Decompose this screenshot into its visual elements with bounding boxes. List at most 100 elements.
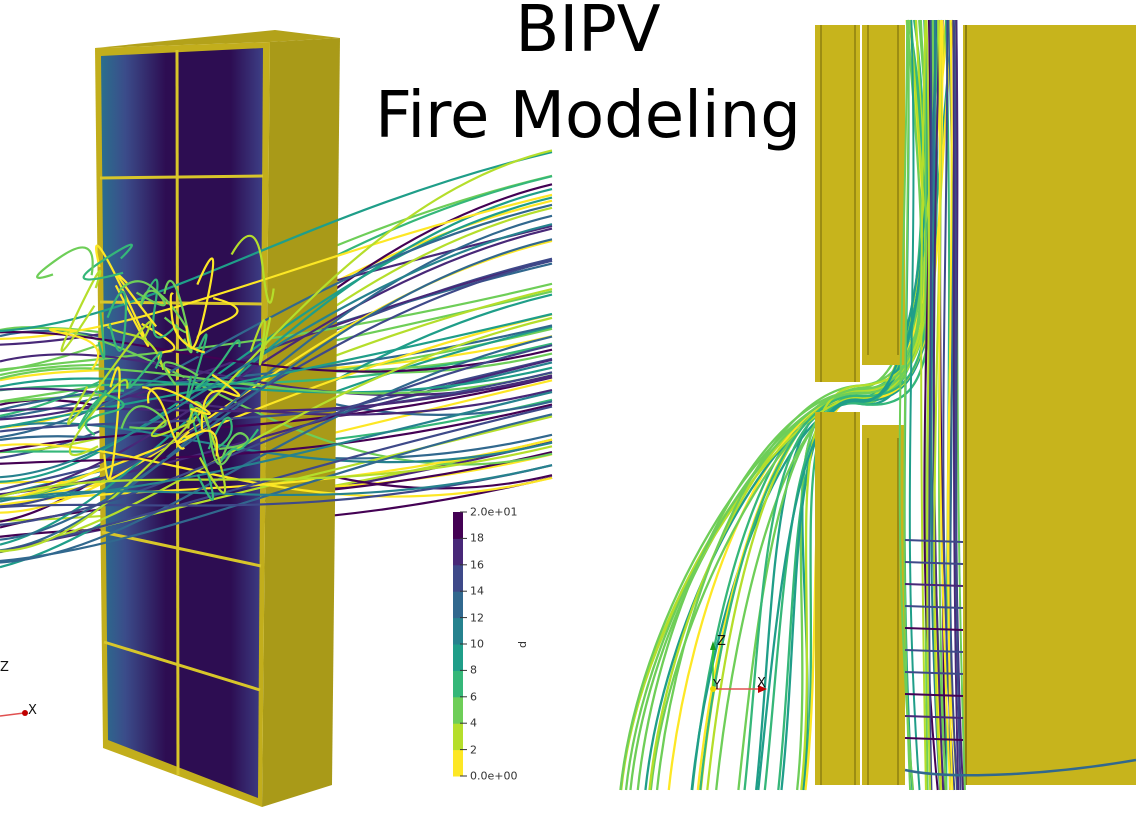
streamline: [898, 19, 915, 791]
colorbar-tick-label: 2.0e+01: [470, 505, 518, 519]
streamline: [908, 19, 921, 791]
streamline: [162, 361, 199, 386]
colorbar-bin: [453, 564, 463, 592]
streamline: [0, 464, 553, 503]
streamline: [0, 374, 553, 413]
streamline: [0, 403, 553, 465]
streamline: [952, 19, 962, 791]
colorbar-tick-label: 6: [470, 690, 477, 704]
streamline: [0, 366, 553, 394]
streamline: [904, 649, 964, 653]
streamline: [925, 19, 932, 791]
streamline: [219, 432, 250, 463]
streamline: [780, 19, 929, 791]
colorbar-title: p: [516, 641, 530, 648]
colorbar-bin: [453, 696, 463, 724]
streamline: [48, 327, 100, 370]
streamline: [0, 313, 553, 503]
streamline: [904, 583, 964, 587]
streamline: [0, 238, 553, 541]
streamline: [194, 401, 233, 466]
streamline: [928, 19, 933, 791]
streamline: [116, 273, 158, 328]
streamline: [932, 19, 945, 791]
colorbar-bin: [453, 617, 463, 645]
streamline: [904, 561, 964, 565]
axis-label-z-left: Z: [0, 660, 9, 675]
axis-label-z-right: Z: [717, 634, 726, 649]
colorbar-bin: [453, 644, 463, 671]
streamline: [920, 19, 927, 791]
streamline: [189, 403, 215, 501]
streamline: [0, 150, 553, 333]
streamline: [67, 320, 152, 425]
streamline: [904, 605, 964, 609]
streamline: [82, 243, 133, 281]
streamline: [94, 244, 150, 347]
streamline: [194, 339, 241, 390]
streamline: [929, 19, 941, 791]
colorbar-tick-label: 4: [470, 716, 477, 730]
streamline: [139, 278, 178, 339]
streamline: [127, 351, 163, 389]
streamline: [0, 344, 553, 526]
panel-interior: [101, 48, 263, 798]
streamline: [36, 246, 94, 279]
streamline: [146, 387, 211, 416]
right-streamlines-front: [898, 19, 1136, 791]
streamline: [904, 539, 964, 543]
panel-top-face: [95, 30, 340, 48]
colorbar-tick-label: 8: [470, 663, 477, 677]
streamline: [0, 464, 553, 509]
streamline: [106, 290, 127, 352]
panel-side-face: [262, 38, 340, 807]
streamline: [0, 187, 553, 546]
streamline: [904, 627, 964, 631]
colorbar-bin: [453, 591, 463, 619]
colorbar-tick-label: 14: [470, 584, 484, 598]
streamline: [0, 203, 553, 439]
title-line-1: BIPV: [515, 0, 661, 67]
streamline: [0, 196, 553, 483]
axes-triad-left: [0, 710, 28, 717]
streamline: [904, 715, 964, 719]
streamline: [903, 19, 912, 791]
axis-label-y-right: Y: [713, 678, 721, 693]
streamline: [84, 390, 125, 436]
streamline: [218, 428, 260, 465]
streamline: [0, 387, 553, 416]
streamline: [0, 391, 553, 500]
title-line-2: Fire Modeling: [375, 79, 801, 153]
streamline: [176, 429, 219, 457]
streamline: [139, 289, 189, 334]
streamline: [169, 292, 206, 354]
outer-wall-lower: [815, 412, 860, 785]
streamline: [904, 693, 964, 697]
streamline: [0, 376, 553, 453]
streamline: [207, 416, 233, 451]
colorbar-tick-label: 16: [470, 558, 484, 572]
streamline: [60, 269, 102, 352]
left-streamlines-front: [0, 149, 553, 564]
colorbar: [453, 511, 467, 777]
colorbar-tick-label: 0.0e+00: [470, 769, 518, 783]
colorbar-bin: [453, 538, 463, 566]
streamline: [0, 405, 553, 553]
colorbar-tick-label: 18: [470, 531, 484, 545]
streamline: [118, 280, 166, 307]
streamline: [0, 282, 553, 371]
axes-triad-right: [710, 641, 767, 693]
streamline: [0, 149, 553, 553]
streamline: [904, 737, 964, 741]
streamline: [0, 371, 553, 433]
streamline: [163, 279, 193, 354]
streamline: [938, 19, 952, 791]
axis-label-x-right: X: [757, 676, 766, 691]
colorbar-bin: [453, 723, 463, 751]
streamline: [103, 366, 121, 480]
streamline: [947, 19, 954, 791]
streamline: [952, 19, 960, 791]
streamline: [0, 223, 553, 479]
streamline: [249, 317, 272, 366]
